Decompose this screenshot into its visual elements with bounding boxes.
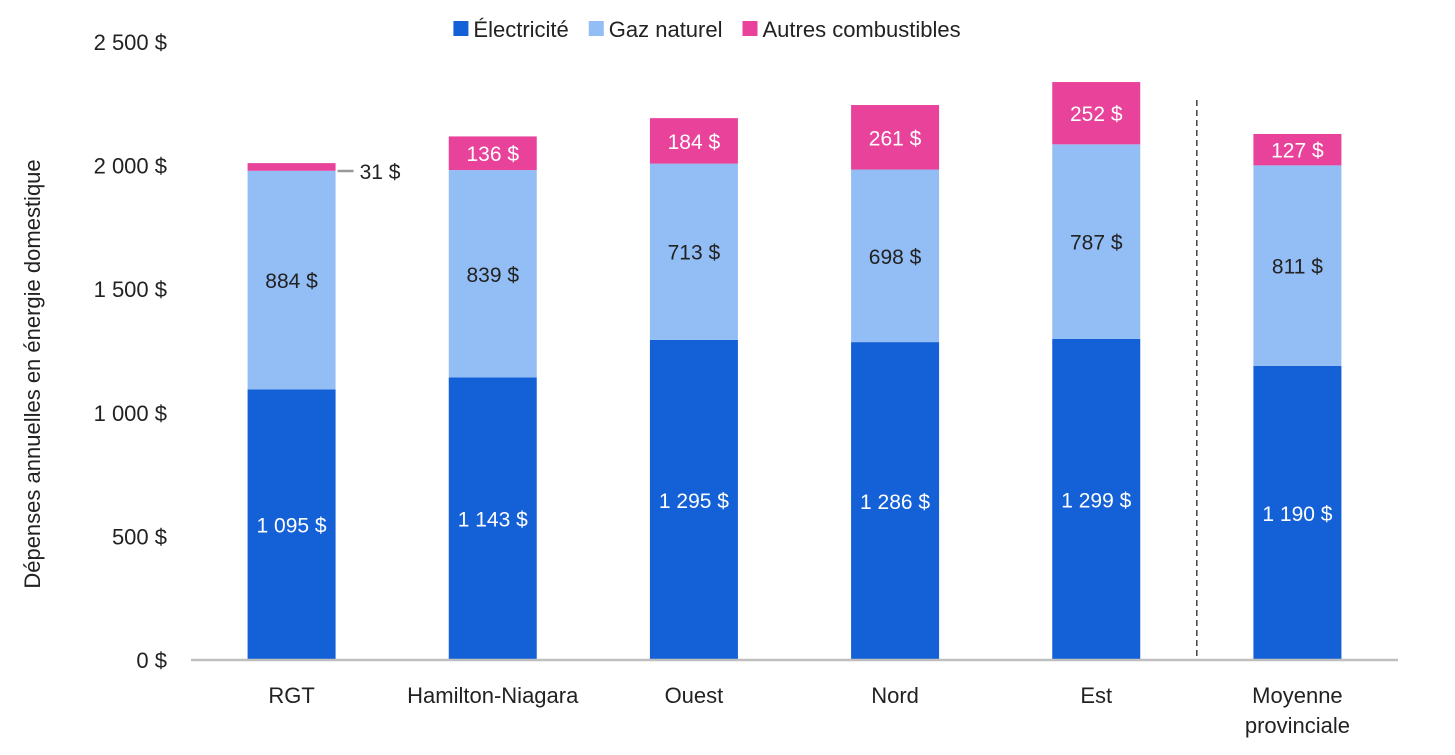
bar-segment-gaz-naturel <box>247 170 336 390</box>
y-tick-label: 2 500 $ <box>94 30 167 55</box>
data-label: 1 299 $ <box>1061 489 1131 512</box>
category-label-line: Ouest <box>665 683 724 708</box>
bar-segment-gaz-naturel <box>649 163 738 340</box>
category-label: Moyenne provinciale <box>1245 683 1350 738</box>
y-tick-label: 0 $ <box>136 648 167 673</box>
legend-swatch <box>588 21 604 36</box>
category-label: Ouest <box>665 683 724 708</box>
bar-segment-autres-combustibles <box>851 105 940 170</box>
data-label: 884 $ <box>265 270 318 293</box>
y-tick-label: 2 000 $ <box>94 154 167 179</box>
data-label: 839 $ <box>466 264 519 287</box>
bar-segment-électricité <box>1052 338 1141 660</box>
data-label: 698 $ <box>869 246 922 269</box>
bar-segment-gaz-naturel <box>448 170 537 378</box>
bars <box>247 82 1342 660</box>
category-label-line: Nord <box>871 683 919 708</box>
data-label: 31 $ <box>360 161 401 184</box>
legend-swatch <box>453 21 469 36</box>
category-label-line: Moyenne <box>1252 683 1343 708</box>
data-label: 261 $ <box>869 127 922 150</box>
bar-segment-autres-combustibles <box>649 118 738 164</box>
data-label: 713 $ <box>668 242 721 265</box>
bar-segment-autres-combustibles <box>1052 82 1141 145</box>
y-axis-tick-labels: 0 $ 500 $ 1 000 $ 1 500 $ 2 000 $ 2 500 $ <box>94 30 167 673</box>
bar-segment-électricité <box>649 339 738 660</box>
category-label: Nord <box>871 683 919 708</box>
category-label: Hamilton-Niagara <box>407 683 579 708</box>
data-label: 1 143 $ <box>458 509 528 532</box>
y-tick-label: 1 500 $ <box>94 277 167 302</box>
bar-segment-autres-combustibles <box>448 136 537 171</box>
category-label-line: provinciale <box>1245 713 1350 738</box>
legend-label: Autres combustibles <box>763 17 961 42</box>
category-label: Est <box>1080 683 1112 708</box>
data-label: 184 $ <box>668 131 721 154</box>
bar-segment-autres-combustibles <box>247 163 336 171</box>
y-tick-label: 1 000 $ <box>94 401 167 426</box>
bar-segment-gaz-naturel <box>1052 144 1141 339</box>
bar-segment-gaz-naturel <box>851 169 940 343</box>
legend-swatch <box>742 21 758 36</box>
bar-segment-gaz-naturel <box>1253 165 1342 366</box>
data-label: 1 095 $ <box>257 515 327 538</box>
data-label: 1 295 $ <box>659 490 729 513</box>
bar-segment-autres-combustibles <box>1253 133 1342 166</box>
legend-label: Électricité <box>473 17 568 42</box>
value-labels: 1 095 $ 884 $ 31 $ 1 143 $ 839 $ 136 $ 1 295 $… <box>257 103 1333 537</box>
legend-label: Gaz naturel <box>609 17 723 42</box>
y-tick-label: 500 $ <box>112 524 167 549</box>
data-label: 787 $ <box>1070 232 1123 255</box>
bar-segment-électricité <box>448 377 537 660</box>
bar-segment-électricité <box>1253 365 1342 660</box>
data-label: 252 $ <box>1070 103 1123 126</box>
bar-segment-électricité <box>851 342 940 660</box>
data-label: 811 $ <box>1272 256 1323 279</box>
category-label: RGT <box>268 683 314 708</box>
data-label: 136 $ <box>466 143 519 166</box>
category-label-line: RGT <box>268 683 314 708</box>
legend: Électricité Gaz naturel Autres combustible… <box>453 17 961 42</box>
data-label: 1 286 $ <box>860 491 930 514</box>
category-label-line: Hamilton-Niagara <box>407 683 579 708</box>
data-label: 1 190 $ <box>1262 503 1332 526</box>
bar-segment-électricité <box>247 389 336 660</box>
x-axis-category-labels: RGT Hamilton-Niagara Ouest Nord Est Moyenne pr… <box>268 683 1350 738</box>
y-axis-title: Dépenses annuelles en énergie domestique <box>20 159 45 588</box>
category-label-line: Est <box>1080 683 1112 708</box>
data-label: 127 $ <box>1271 140 1324 163</box>
